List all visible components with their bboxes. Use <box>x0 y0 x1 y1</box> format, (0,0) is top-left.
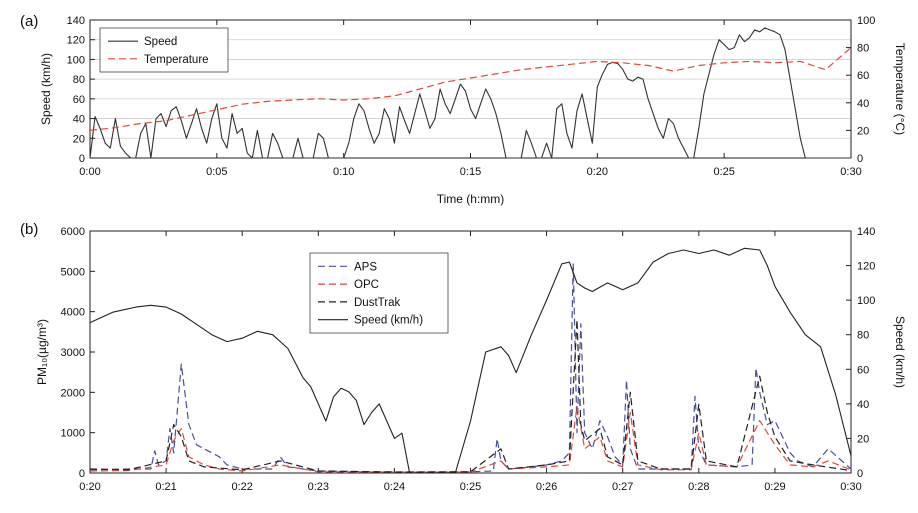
chart-b-y-axis-label: PM₁₀(µg/m³) <box>35 319 49 385</box>
chart-b-y-tick-label: 1000 <box>61 428 85 440</box>
chart-b-legend-label: DustTrak <box>354 297 400 309</box>
chart-a-x-tick-label: 0:05 <box>206 166 227 178</box>
chart-a-y-axis-label: Speed (km/h) <box>39 53 53 125</box>
chart-b-series-line-opc <box>89 405 852 473</box>
chart-b-legend-label: Speed (km/h) <box>354 315 423 327</box>
chart-b-x-tick-label: 0:30 <box>840 481 861 493</box>
chart-b-x-tick-label: 0:20 <box>79 481 100 493</box>
chart-a-y2-tick-label: 80 <box>857 43 869 55</box>
chart-b-y2-tick-label: 20 <box>857 433 869 445</box>
chart-a-y-tick-label: 100 <box>67 54 85 66</box>
chart-b-y2-axis-label: Speed (km/h) <box>893 316 907 388</box>
chart-b-x-tick-label: 0:21 <box>155 481 176 493</box>
chart-b-y2-tick-label: 140 <box>857 226 875 238</box>
chart-b-x-tick-label: 0:23 <box>308 481 329 493</box>
chart-a-x-tick-label: 0:25 <box>713 166 734 178</box>
chart-b-x-tick-label: 0:29 <box>764 481 785 493</box>
chart-a-series-line-speed <box>89 27 851 159</box>
chart-a-x-tick-label: 0:20 <box>587 166 608 178</box>
chart-a-y2-tick-label: 40 <box>857 98 869 110</box>
chart-b-x-tick-label: 0:22 <box>231 481 252 493</box>
chart-b-x-tick-label: 0:24 <box>384 481 405 493</box>
chart-b-y2-tick-label: 120 <box>857 261 875 273</box>
chart-b-series-line-speed-km-h <box>89 247 852 474</box>
panel-a-label: (a) <box>20 13 38 30</box>
chart-a-x-tick-label: 0:00 <box>79 166 100 178</box>
chart-a-x-tick-label: 0:10 <box>333 166 354 178</box>
chart-a-x-tick-label: 0:30 <box>840 166 861 178</box>
chart-b-y2-tick-label: 60 <box>857 364 869 376</box>
chart-a-y2-tick-label: 20 <box>857 125 869 137</box>
chart-a-y-tick-label: 40 <box>73 114 85 126</box>
chart-a-series-line-temperature <box>89 47 852 131</box>
chart-b-series-line-aps <box>89 262 852 473</box>
chart-a-y-tick-label: 80 <box>73 74 85 86</box>
chart-b-x-tick-label: 0:27 <box>612 481 633 493</box>
chart-b-legend-label: OPC <box>354 279 379 291</box>
chart-a-y-tick-label: 60 <box>73 94 85 106</box>
chart-b-y2-tick-label: 0 <box>857 468 863 480</box>
chart-a-y-tick-label: 140 <box>67 15 85 27</box>
chart-a-y2-tick-label: 60 <box>857 70 869 82</box>
chart-a-legend-label: Temperature <box>144 54 209 66</box>
chart-a-x-tick-label: 0:15 <box>460 166 481 178</box>
chart-a-y-tick-label: 120 <box>67 35 85 47</box>
chart-a: 0:00 0:05 0:10 0:15 0:20 0:25 0:30020406080100… <box>39 15 907 206</box>
chart-b-y-tick-label: 4000 <box>61 307 85 319</box>
chart-b-y-tick-label: 6000 <box>61 226 85 238</box>
chart-a-y2-tick-label: 100 <box>857 15 875 27</box>
chart-b-x-tick-label: 0:26 <box>536 481 557 493</box>
chart-b-y2-tick-label: 40 <box>857 399 869 411</box>
chart-b-y2-tick-label: 80 <box>857 330 869 342</box>
chart-a-y2-tick-label: 0 <box>857 153 863 165</box>
chart-b-y-tick-label: 2000 <box>61 387 85 399</box>
chart-a-y-tick-label: 0 <box>79 153 85 165</box>
chart-a-legend-box <box>99 27 229 73</box>
chart-a-y-tick-label: 20 <box>73 133 85 145</box>
chart-b-y-tick-label: 3000 <box>61 347 85 359</box>
chart-a-y2-axis-label: Temperature (°C) <box>893 43 907 135</box>
chart-a-x-axis-label: Time (h:mm) <box>437 192 505 206</box>
chart-b-y-tick-label: 0 <box>79 468 85 480</box>
chart-b: 0:20 0:21 0:22 0:23 0:24 0:25 0:26 0:27 0:28 0:29… <box>35 226 907 493</box>
chart-b-legend-label: APS <box>354 261 377 273</box>
chart-b-series-line-dusttrak <box>89 319 852 473</box>
chart-b-x-tick-label: 0:25 <box>460 481 481 493</box>
chart-b-plot-frame <box>89 230 852 474</box>
chart-a-legend-label: Speed <box>144 36 177 48</box>
chart-b-x-tick-label: 0:28 <box>688 481 709 493</box>
chart-b-y2-tick-label: 100 <box>857 295 875 307</box>
chart-b-y-tick-label: 5000 <box>61 266 85 278</box>
panel-b-label: (b) <box>20 221 38 238</box>
